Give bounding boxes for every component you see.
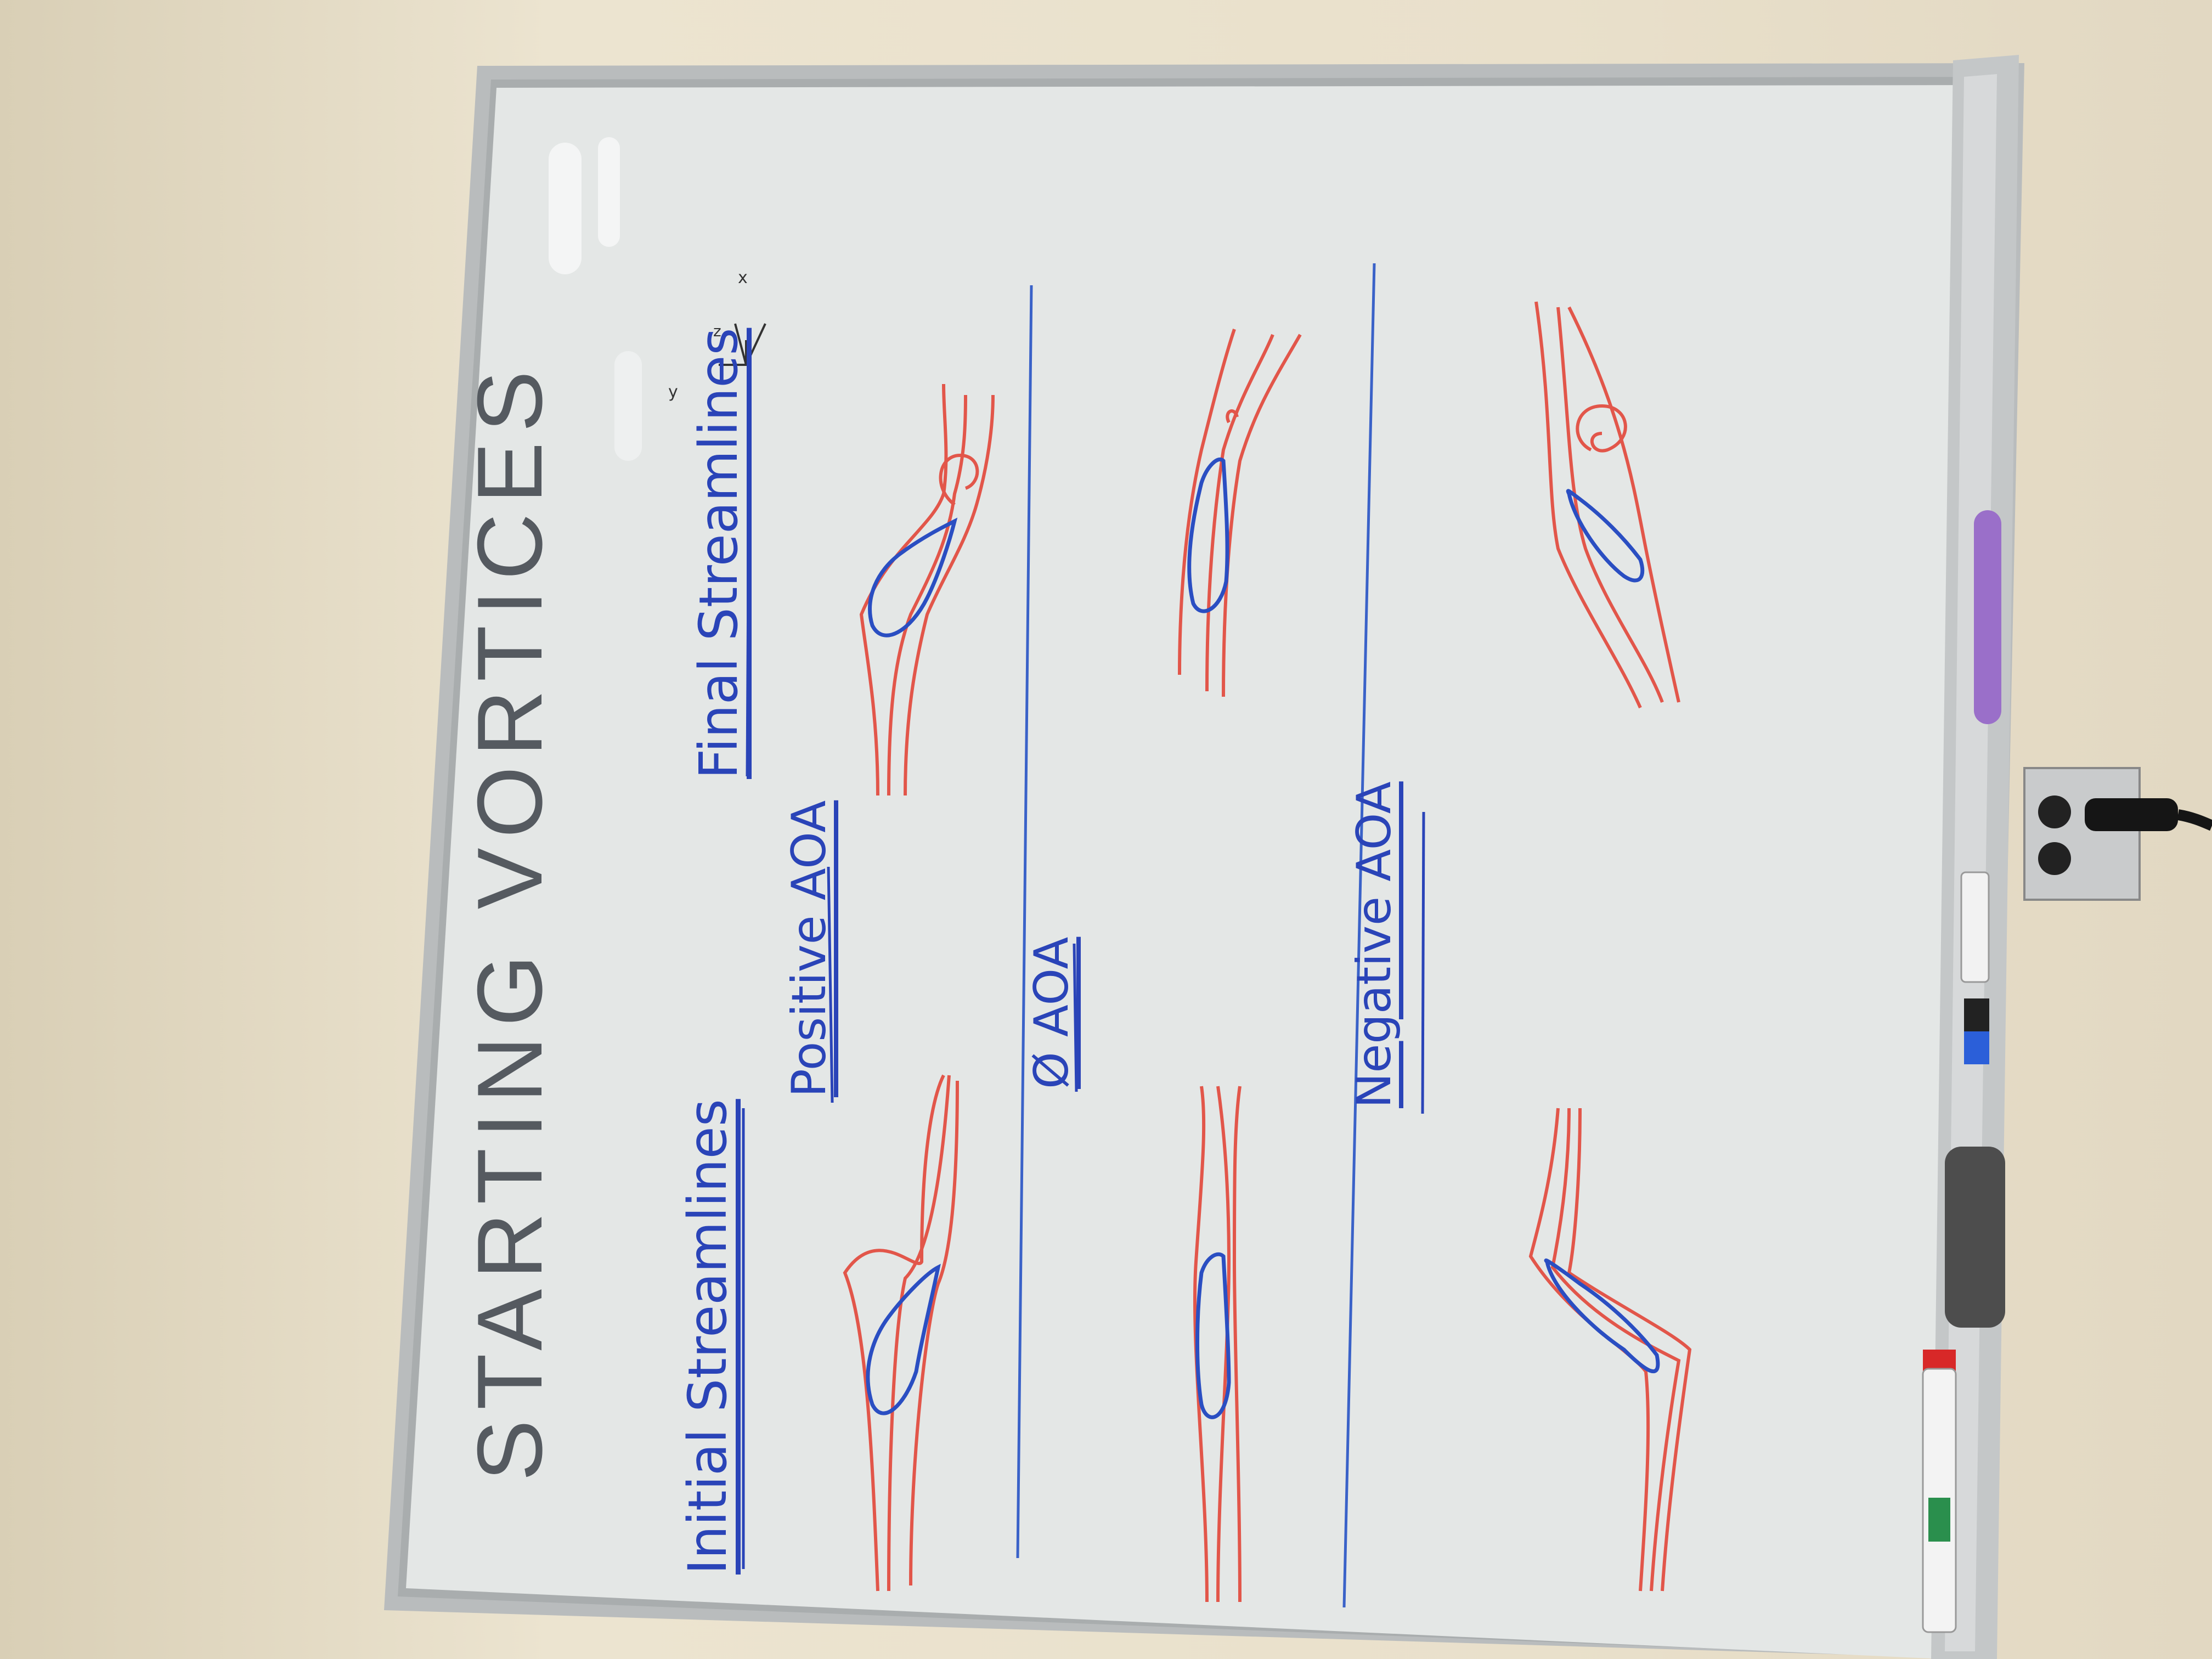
- row-label-negative: Negative AOA: [1347, 781, 1402, 1108]
- column-label-final: Final Streamlines: [688, 328, 749, 779]
- diagram-initial-positive: [843, 1074, 959, 1592]
- diagram-final-zero: [1178, 329, 1302, 697]
- purple-magnet: [1974, 510, 2001, 724]
- divider-zero-negative: [1342, 263, 1376, 1608]
- column-label-initial: Initial Streamlines: [677, 1099, 738, 1575]
- row-dividers: [1016, 263, 1376, 1608]
- axis-label-x: x: [738, 268, 748, 287]
- diagram-final-negative: [1534, 301, 1680, 709]
- diagram-initial-zero: [1193, 1086, 1242, 1602]
- axis-label-z: z: [713, 322, 721, 340]
- wall-outlet: [2023, 767, 2212, 901]
- whiteboard-surface: [406, 85, 1975, 1659]
- diagram-final-positive: [859, 383, 995, 796]
- label-underlines: [742, 466, 1425, 1569]
- axis-sketch: [719, 323, 766, 366]
- tray-items: [1922, 871, 2005, 1633]
- row-label-zero: Ø AOA: [1024, 936, 1079, 1089]
- glare: [549, 137, 642, 461]
- row-label-positive: Positive AOA: [782, 800, 837, 1097]
- diagram-initial-negative: [1528, 1108, 1692, 1592]
- divider-positive-zero: [1016, 285, 1033, 1559]
- board-title: STARTING VORTICES: [458, 360, 561, 1481]
- axis-label-y: y: [668, 382, 678, 402]
